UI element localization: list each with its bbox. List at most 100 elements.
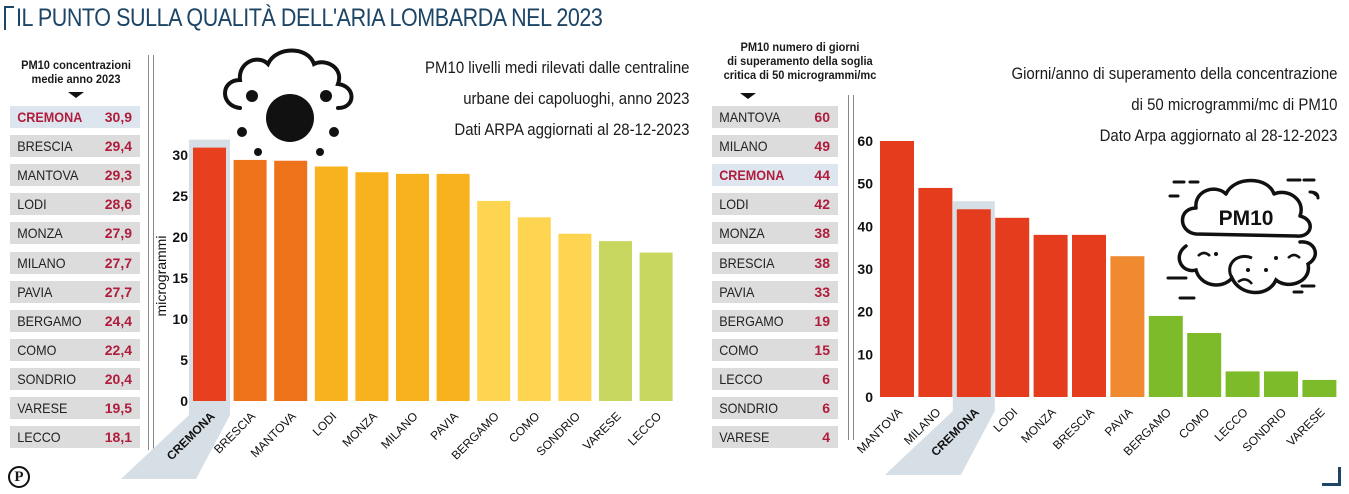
y-tick-label: 40 (857, 218, 873, 234)
city-value: 60 (814, 109, 830, 125)
city-name: PAVIA (17, 283, 53, 300)
city-name: LODI (719, 196, 749, 213)
y-tick-label: 20 (857, 304, 873, 320)
city-name: CREMONA (17, 109, 83, 125)
y-tick-label: 60 (857, 133, 873, 149)
y-axis-label: microgrammi (153, 236, 169, 317)
left-table-header: PM10 concentrazioni medie anno 2023 (12, 58, 141, 86)
table-row: MILANO 49 (712, 135, 838, 158)
bar (995, 217, 1030, 397)
city-value: 38 (814, 254, 830, 271)
x-tick-label: MANTOVA (854, 405, 905, 456)
corner-bracket (1322, 467, 1341, 486)
right-note-line: Giorni/anno di superamento della concent… (1010, 64, 1337, 83)
x-tick-label: COMO (1176, 405, 1212, 441)
down-arrow-icon (68, 92, 84, 98)
table-row: VARESE 4 (712, 426, 838, 449)
x-tick-label: LODI (991, 405, 1021, 435)
right-table-header-line: PM10 numero di giorni (740, 40, 860, 54)
city-value: 19 (814, 312, 830, 329)
right-table-header: PM10 numero di giorni di superamento del… (708, 40, 892, 82)
bar (355, 172, 389, 401)
smog-cloud-icon (223, 48, 354, 156)
pm10-icon-label: PM10 (1219, 207, 1274, 230)
right-table-header-line: di superamento della soglia (727, 54, 873, 68)
city-name: MONZA (719, 225, 765, 242)
pm10-cloud-icon: PM10 (1166, 178, 1320, 300)
table-row: SONDRIO 6 (712, 397, 838, 419)
bar (274, 160, 308, 401)
city-name: MONZA (17, 225, 63, 242)
x-tick-label: BRESCIA (1050, 405, 1097, 452)
title-corner-bracket (4, 6, 14, 30)
city-value: 29,3 (104, 167, 132, 184)
y-tick-label: 30 (857, 261, 873, 277)
right-chart-note: Giorni/anno di superamento della concent… (1011, 58, 1337, 151)
city-value: 49 (814, 138, 830, 155)
bar (1148, 315, 1183, 397)
bar (558, 233, 592, 401)
bar (1302, 379, 1337, 397)
city-name: BRESCIA (17, 138, 73, 155)
table-row: VARESE 19,5 (10, 397, 140, 419)
publisher-logo-icon: P (8, 466, 30, 488)
city-name: SONDRIO (17, 370, 77, 387)
city-value: 30,9 (104, 109, 132, 125)
city-name: BERGAMO (719, 312, 784, 329)
table-row: BRESCIA 38 (712, 251, 838, 274)
table-row: MANTOVA 60 (712, 106, 838, 128)
bar (1110, 256, 1145, 397)
city-value: 33 (814, 283, 830, 300)
city-value: 24,4 (104, 312, 132, 329)
city-value: 20,4 (104, 370, 132, 387)
right-note-line: Dato Arpa aggiornato al 28-12-2023 (1099, 126, 1337, 145)
city-value: 42 (814, 196, 830, 213)
bar (517, 217, 551, 401)
table-row: PAVIA 33 (712, 280, 838, 303)
city-name: COMO (17, 341, 57, 358)
bar (1033, 234, 1068, 397)
bar (956, 209, 991, 397)
city-value: 44 (814, 167, 830, 184)
table-row: BRESCIA 29,4 (10, 135, 140, 158)
bar (477, 200, 511, 401)
left-note-line: PM10 livelli medi rilevati dalle central… (424, 58, 689, 77)
city-name: MANTOVA (17, 167, 79, 184)
city-value: 6 (822, 370, 830, 387)
left-table-header-line: PM10 concentrazioni (21, 58, 131, 72)
y-tick-label: 5 (180, 352, 188, 368)
y-tick-label: 10 (857, 346, 873, 362)
city-value: 27,9 (104, 225, 132, 242)
table-row: BERGAMO 19 (712, 309, 838, 332)
city-value: 22,4 (104, 341, 132, 358)
city-name: LODI (17, 196, 47, 213)
y-tick-label: 30 (172, 147, 188, 163)
city-value: 27,7 (104, 283, 132, 300)
city-name: LECCO (719, 370, 763, 387)
table-row: MILANO 27,7 (10, 251, 140, 274)
bar (233, 159, 267, 401)
bar (1187, 333, 1222, 397)
y-tick-label: 25 (172, 188, 188, 204)
divider (848, 95, 854, 440)
bar (314, 166, 348, 401)
city-name: LECCO (17, 429, 61, 446)
right-table-header-line: critica di 50 microgrammi/mc (723, 68, 877, 82)
table-row: LECCO 18,1 (10, 426, 140, 449)
bar (1072, 234, 1106, 397)
table-row: CREMONA 30,9 (10, 106, 140, 128)
divider (148, 55, 154, 450)
bar (1225, 371, 1260, 397)
city-value: 4 (822, 429, 830, 446)
left-note-line: Dati ARPA aggiornati al 28-12-2023 (453, 120, 689, 139)
city-name: COMO (719, 341, 759, 358)
city-value: 29,4 (104, 138, 132, 155)
city-name: SONDRIO (719, 400, 779, 416)
x-tick-label: PAVIA (1102, 405, 1136, 439)
y-tick-label: 15 (172, 270, 188, 286)
table-row: MONZA 27,9 (10, 222, 140, 245)
city-name: VARESE (719, 429, 770, 446)
city-name: BRESCIA (719, 254, 775, 271)
down-arrow-icon (740, 93, 756, 99)
